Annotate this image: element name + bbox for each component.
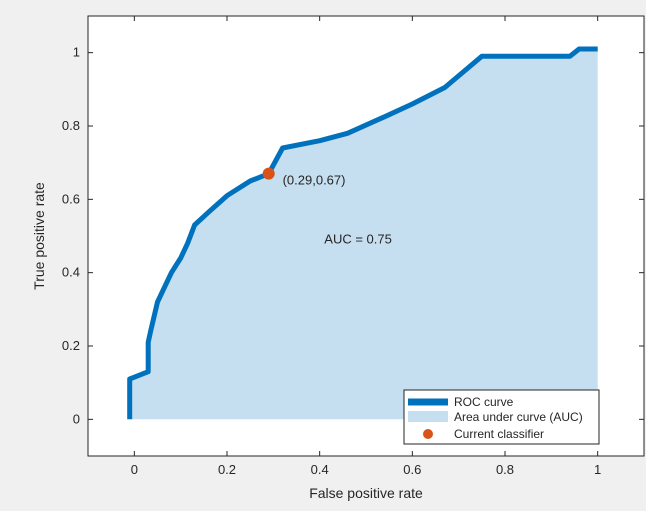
legend-auc-label: Area under curve (AUC): [454, 410, 583, 424]
auc-area: [129, 49, 598, 420]
legend: ROC curve Area under curve (AUC) Current…: [403, 389, 600, 445]
y-axis-label: True positive rate: [31, 182, 47, 290]
roc-curve-line: [127, 46, 598, 420]
y-tick-label: 0.4: [62, 265, 80, 280]
legend-classifier-label: Current classifier: [454, 427, 544, 441]
current-classifier-point: [262, 167, 275, 180]
classifier-coordinate-label: (0.29,0.67): [283, 173, 346, 188]
y-tick-label: 1: [73, 45, 80, 60]
legend-classifier-swatch: [423, 429, 433, 439]
legend-roc-label: ROC curve: [454, 395, 514, 409]
legend-auc-swatch: [408, 411, 448, 422]
x-tick-label: 0.8: [496, 462, 514, 477]
x-axis-label: False positive rate: [309, 485, 423, 501]
x-tick-label: 0.6: [403, 462, 421, 477]
auc-value-label: AUC = 0.75: [324, 231, 392, 246]
x-tick-label: 0.4: [311, 462, 329, 477]
y-tick-label: 0.6: [62, 191, 80, 206]
x-tick-label: 1: [594, 462, 601, 477]
y-tick-label: 0.8: [62, 118, 80, 133]
axis-ticks: 0 0.2 0.4 0.6 0.8 1 0 0.2 0.4 0.6 0.8 1: [62, 16, 644, 477]
y-tick-label: 0.2: [62, 338, 80, 353]
x-tick-label: 0.2: [218, 462, 236, 477]
x-tick-label: 0: [131, 462, 138, 477]
y-tick-label: 0: [73, 411, 80, 426]
